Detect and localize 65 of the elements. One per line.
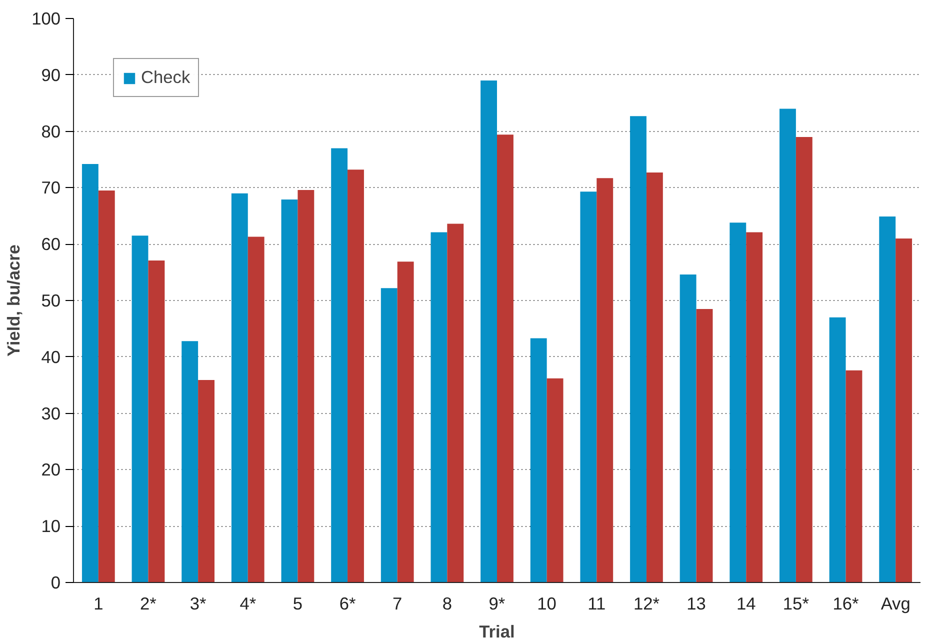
x-tick-label: 4* [240, 594, 256, 614]
y-axis-title: Yield, bu/acre [4, 244, 24, 357]
bar [348, 170, 364, 582]
x-tick-label: 9* [488, 594, 506, 614]
bar [829, 317, 846, 582]
legend-label: Check [141, 67, 190, 88]
bar [298, 190, 314, 582]
x-tick-label: 6* [339, 594, 356, 614]
x-tick-label: 7 [392, 594, 402, 614]
x-tick-label: 14 [736, 594, 756, 614]
x-tick-label: Avg [880, 594, 910, 614]
bar [198, 380, 214, 582]
bar [846, 370, 862, 582]
bar [896, 238, 912, 582]
bar [447, 224, 464, 582]
x-tick-label: 3* [190, 594, 207, 614]
x-tick-label: 5 [292, 594, 303, 614]
bar [630, 116, 646, 582]
bar [281, 200, 298, 582]
bar [497, 134, 514, 582]
bar [231, 193, 248, 582]
bar [879, 216, 896, 582]
bar [480, 80, 497, 582]
x-tick-label: 12* [633, 594, 660, 614]
bar [248, 236, 264, 582]
bar [148, 260, 165, 582]
y-tick-label: 40 [41, 346, 61, 367]
bar [331, 148, 348, 582]
bar [696, 308, 713, 582]
bar [780, 108, 796, 582]
y-tick-label: 10 [41, 516, 61, 536]
x-tick-label: 16* [832, 594, 860, 614]
bar [132, 236, 148, 582]
bar [796, 136, 812, 582]
y-tick-label: 90 [41, 64, 61, 85]
x-tick-label: 15* [782, 594, 810, 614]
bar [397, 262, 414, 582]
y-tick-label: 60 [41, 234, 61, 254]
x-tick-label: 13 [686, 594, 706, 614]
x-tick-label: 11 [588, 594, 606, 614]
bar [430, 232, 448, 582]
bar [530, 338, 547, 582]
bar [680, 274, 696, 582]
y-tick-label: 50 [41, 290, 61, 310]
y-tick-label: 20 [41, 460, 61, 480]
y-tick-label: 80 [41, 121, 61, 142]
y-tick-label: 70 [41, 178, 61, 198]
bar [746, 232, 763, 582]
x-tick-label: 2* [140, 594, 157, 614]
bar [182, 341, 198, 582]
y-tick-label: 100 [32, 8, 61, 28]
x-tick-label: 1 [94, 594, 104, 614]
bar [646, 172, 663, 582]
y-tick-label: 0 [50, 572, 61, 592]
bar [98, 190, 115, 582]
bar [82, 164, 98, 582]
bar [546, 378, 564, 582]
x-tick-label: 8 [442, 594, 452, 614]
x-tick-label: 10 [537, 594, 556, 614]
bar [730, 222, 746, 582]
y-tick-label: 30 [41, 403, 61, 424]
bar [380, 288, 398, 582]
x-axis-title: Trial [479, 622, 515, 642]
bar [580, 192, 597, 582]
bar [596, 178, 614, 582]
